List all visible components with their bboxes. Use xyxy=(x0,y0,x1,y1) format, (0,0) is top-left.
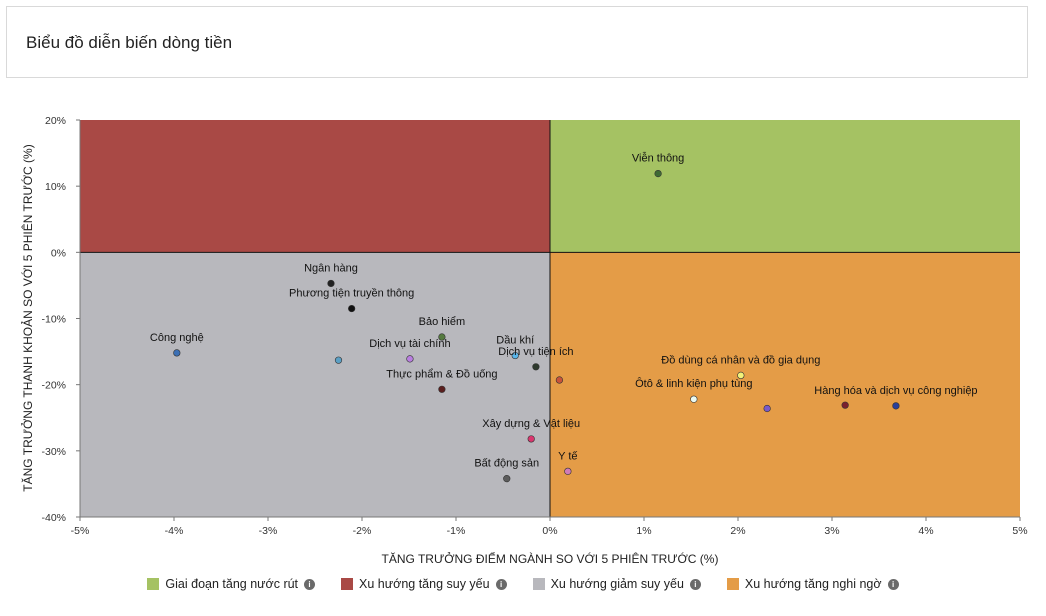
y-axis-label: TĂNG TRƯỞNG THANH KHOẢN SO VỚI 5 PHIÊN T… xyxy=(20,144,35,491)
legend-label: Giai đoạn tăng nước rút xyxy=(165,577,299,591)
data-point-7[interactable] xyxy=(511,351,519,360)
data-point-0[interactable] xyxy=(654,169,662,178)
data-point-13[interactable] xyxy=(564,467,572,475)
info-icon[interactable]: i xyxy=(495,578,507,590)
legend-item-3[interactable]: Xu hướng tăng nghi ngờ i xyxy=(726,577,899,591)
data-point-18[interactable] xyxy=(892,402,900,410)
data-points: Viễn thông Ngân hàng Phương tiện truyền th… xyxy=(150,152,978,483)
data-point-label: Bất động sản xyxy=(474,458,539,470)
x-tick-label: -5% xyxy=(71,525,90,537)
legend-swatch xyxy=(341,578,354,590)
data-point-label: Hàng hóa và dịch vụ công nghiệp xyxy=(814,385,977,397)
legend-item-0[interactable]: Giai đoạn tăng nước rút i xyxy=(147,577,316,591)
data-point-label: Y tế xyxy=(558,450,577,462)
y-tick-label: 10% xyxy=(45,181,66,193)
x-tick-label: -1% xyxy=(447,525,466,537)
info-icon[interactable]: i xyxy=(689,578,701,590)
data-point-label: Dầu khí xyxy=(496,335,534,347)
data-point-11[interactable] xyxy=(527,435,535,443)
data-point-8[interactable] xyxy=(532,363,540,371)
data-point-3[interactable] xyxy=(173,349,181,357)
x-tick-label: 3% xyxy=(824,525,839,537)
data-point-14[interactable] xyxy=(737,371,745,380)
chart-legend: Giai đoạn tăng nước rút i Xu hướng tăng … xyxy=(0,574,1046,594)
legend-label: Xu hướng tăng nghi ngờ xyxy=(744,577,882,591)
data-point-1[interactable] xyxy=(327,279,335,288)
data-point-label: Dịch vụ tiện ích xyxy=(498,346,573,358)
x-tick-label: 2% xyxy=(730,525,745,537)
quadrant-0 xyxy=(80,120,550,253)
data-point-10[interactable] xyxy=(555,376,564,384)
data-point-6[interactable] xyxy=(406,355,414,363)
data-point-label: Viễn thông xyxy=(632,152,684,165)
info-icon[interactable]: i xyxy=(887,578,899,590)
legend-swatch xyxy=(147,578,160,590)
y-tick-label: -10% xyxy=(41,314,66,326)
y-tick-label: 0% xyxy=(51,247,66,259)
data-point-4[interactable] xyxy=(334,356,343,364)
legend-item-2[interactable]: Xu hướng giảm suy yếu i xyxy=(532,577,701,591)
data-point-label: Dịch vụ tài chính xyxy=(369,338,450,350)
x-tick-label: 5% xyxy=(1012,525,1027,537)
legend-swatch xyxy=(726,578,739,590)
quadrant-3 xyxy=(550,252,1020,518)
y-tick-label: -30% xyxy=(41,446,66,458)
data-point-12[interactable] xyxy=(503,475,511,483)
x-tick-label: 0% xyxy=(542,525,557,537)
info-icon[interactable]: i xyxy=(304,578,316,590)
x-tick-label: 1% xyxy=(636,525,651,537)
data-point-label: Thực phẩm & Đồ uống xyxy=(386,368,497,380)
page-title: Biểu đồ diễn biến dòng tiền xyxy=(26,33,233,52)
data-point-9[interactable] xyxy=(438,385,446,393)
quadrant-backgrounds xyxy=(80,120,1020,518)
legend-item-1[interactable]: Xu hướng tăng suy yếu i xyxy=(341,577,507,591)
data-point-5[interactable] xyxy=(438,333,446,341)
data-point-label: Xây dựng & Vật liệu xyxy=(482,418,580,430)
legend-label: Xu hướng giảm suy yếu xyxy=(550,577,684,591)
chart-header-card: Biểu đồ diễn biến dòng tiền xyxy=(6,6,1028,78)
data-point-label: Công nghệ xyxy=(150,332,204,344)
y-tick-label: -40% xyxy=(41,512,66,524)
data-point-2[interactable] xyxy=(348,304,356,313)
x-tick-label: 4% xyxy=(918,525,933,537)
x-tick-label: -2% xyxy=(353,525,372,537)
data-point-17[interactable] xyxy=(841,401,849,409)
data-point-label: Ôtô & linh kiện phụ tùng xyxy=(635,377,752,390)
legend-swatch xyxy=(532,578,545,590)
y-tick-label: 20% xyxy=(45,115,66,127)
data-point-label: Bảo hiểm xyxy=(419,316,465,328)
data-point-label: Ngân hàng xyxy=(304,262,358,274)
x-tick-label: -3% xyxy=(259,525,278,537)
quadrant-2 xyxy=(80,252,550,518)
y-tick-label: -20% xyxy=(41,380,66,392)
data-point-label: Phương tiện truyền thông xyxy=(289,288,414,300)
scatter-chart: -5% -4% -3% -2% -1% 0% 1% 2% 3% 4% 5% 20% 10% 0% -10% -… xyxy=(20,115,1028,566)
quadrant-1 xyxy=(550,120,1020,253)
legend-label: Xu hướng tăng suy yếu xyxy=(359,577,490,591)
x-tick-label: -4% xyxy=(165,525,184,537)
data-point-15[interactable] xyxy=(690,395,698,403)
data-point-label: Đồ dùng cá nhân và đồ gia dụng xyxy=(661,354,820,366)
x-axis-label: TĂNG TRƯỞNG ĐIỂM NGÀNH SO VỚI 5 PHIÊN TR… xyxy=(382,551,719,566)
data-point-16[interactable] xyxy=(763,404,771,413)
tick-labels: -5% -4% -3% -2% -1% 0% 1% 2% 3% 4% 5% 20% 10% 0% -10% -… xyxy=(41,115,1027,537)
